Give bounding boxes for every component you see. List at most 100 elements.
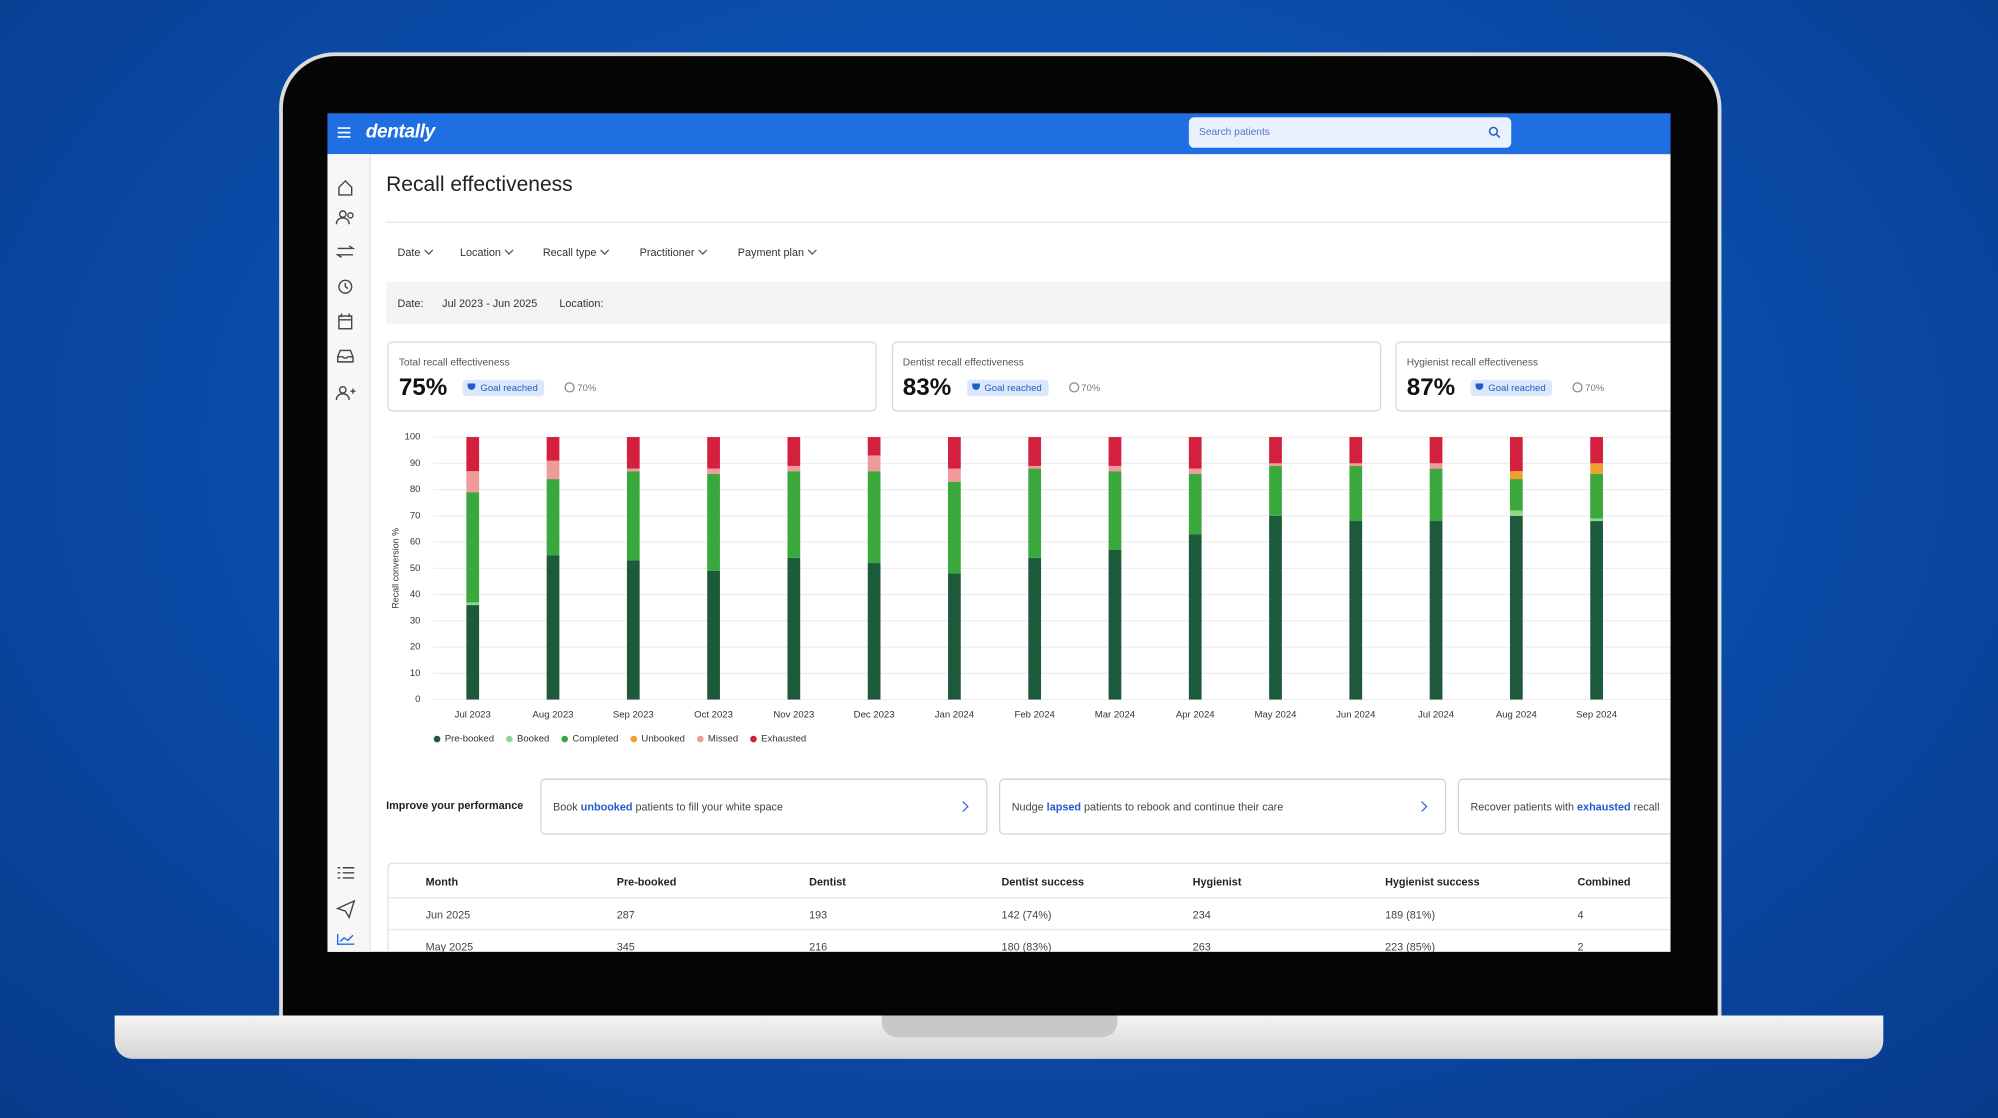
nav-home[interactable] xyxy=(338,179,353,196)
suggestion-card[interactable]: Nudge lapsed patients to rebook and cont… xyxy=(998,778,1447,835)
sidebar xyxy=(327,154,371,952)
kpi-title: Hygienist recall effectiveness xyxy=(1406,356,1539,369)
laptop-notch xyxy=(881,1015,1118,1038)
table-cell: 345 xyxy=(616,940,635,952)
table-cell: 180 (83%) xyxy=(1001,940,1052,952)
nav-reports[interactable] xyxy=(336,934,355,945)
goal-badge: Goal reached xyxy=(462,379,545,397)
y-tick-label: 20 xyxy=(410,642,421,653)
summary-value: Jul 2023 - Jun 2025 xyxy=(442,296,538,310)
table-cell: 263 xyxy=(1192,940,1211,952)
nav-patients[interactable] xyxy=(335,210,354,225)
nav-tasks[interactable] xyxy=(337,867,355,879)
bar-segment xyxy=(1188,534,1202,700)
suggestion-text: Book unbooked patients to fill your whit… xyxy=(553,800,783,813)
row-divider xyxy=(388,897,1671,899)
filter-dropdown[interactable]: Recall type xyxy=(543,246,608,259)
column-header: Month xyxy=(425,875,459,889)
suggestion-card[interactable]: Recover patients with exhausted recall xyxy=(1457,778,1671,835)
x-tick-label: Jun 2024 xyxy=(1336,709,1376,720)
nav-inbox[interactable] xyxy=(336,349,354,363)
bar-segment xyxy=(466,602,480,606)
table-cell: 142 (74%) xyxy=(1001,908,1052,922)
x-tick-label: Jul 2023 xyxy=(455,709,491,720)
legend-label: Missed xyxy=(708,734,738,745)
bar-segment xyxy=(867,471,881,564)
bar-segment xyxy=(1269,437,1282,464)
filter-dropdown[interactable]: Location xyxy=(460,246,512,259)
filter-dropdown[interactable]: Date xyxy=(398,246,432,259)
table-cell: 223 (85%) xyxy=(1385,940,1436,952)
goal-target: 70% xyxy=(1572,382,1604,394)
suggestion-highlight: lapsed xyxy=(1046,800,1082,813)
bar-segment xyxy=(546,460,560,480)
nav-transfers[interactable] xyxy=(335,245,356,258)
kpi-card[interactable]: Total recall effectiveness 75% Goal reache… xyxy=(387,341,877,412)
y-tick-label: 30 xyxy=(410,615,421,626)
bar-segment xyxy=(1028,557,1042,700)
bar-segment xyxy=(867,563,881,700)
suggestion-part: Book xyxy=(553,800,581,813)
table-cell: 216 xyxy=(809,940,828,952)
x-tick-label: Jan 2024 xyxy=(935,709,975,720)
y-tick-label: 0 xyxy=(415,694,420,705)
logo[interactable]: dentally xyxy=(365,121,436,143)
bar-segment xyxy=(466,437,480,472)
nav-calendar[interactable] xyxy=(338,313,353,330)
bar-segment xyxy=(626,471,640,561)
bar-segment xyxy=(1509,510,1523,516)
bar-segment xyxy=(948,468,961,482)
column-header: Dentist success xyxy=(1001,875,1085,889)
bar-segment xyxy=(707,473,720,571)
bar-segment xyxy=(1349,521,1363,700)
suggestion-card[interactable]: Book unbooked patients to fill your whit… xyxy=(540,778,988,835)
improve-label: Improve your performance xyxy=(386,798,524,812)
x-tick-label: Feb 2024 xyxy=(1015,709,1056,720)
bar-segment xyxy=(1590,437,1603,464)
bar-segment xyxy=(1429,463,1443,469)
bar-segment xyxy=(787,437,801,466)
summary-label: Location: xyxy=(559,296,604,310)
bar-segment xyxy=(546,437,560,461)
bar-segment xyxy=(948,573,961,700)
table-cell: Jun 2025 xyxy=(425,908,471,922)
suggestion-part: Nudge xyxy=(1011,800,1047,813)
legend-swatch xyxy=(433,735,441,743)
nav-add-patient[interactable] xyxy=(335,386,356,401)
kpi-title: Dentist recall effectiveness xyxy=(902,356,1024,369)
column-header: Pre-booked xyxy=(616,875,677,889)
suggestion-highlight: unbooked xyxy=(580,800,633,813)
data-table: Month Pre-booked Dentist Dentist success Hyg… xyxy=(387,862,1671,952)
bar-segment xyxy=(1028,437,1042,466)
kpi-card[interactable]: Hygienist recall effectiveness 87% Goal re… xyxy=(1395,341,1671,412)
suggestion-text: Nudge lapsed patients to rebook and cont… xyxy=(1012,800,1284,813)
search-box[interactable]: Search patients xyxy=(1188,117,1512,148)
nav-history[interactable] xyxy=(338,279,353,294)
legend-label: Completed xyxy=(572,734,618,745)
filter-dropdown[interactable]: Practitioner xyxy=(640,246,706,259)
bar-segment xyxy=(867,455,881,472)
x-tick-label: May 2024 xyxy=(1255,709,1298,720)
x-tick-label: Sep 2024 xyxy=(1576,709,1618,720)
bar-segment xyxy=(626,468,640,472)
goal-badge: Goal reached xyxy=(966,379,1049,397)
x-tick-label: Nov 2023 xyxy=(773,709,814,720)
bar-segment xyxy=(1590,521,1603,700)
menu-icon[interactable] xyxy=(336,126,351,139)
bar-segment xyxy=(948,481,961,574)
kpi-value: 75% xyxy=(398,374,448,402)
bar-segment xyxy=(546,555,560,700)
filter-dropdown[interactable]: Payment plan xyxy=(738,246,816,259)
filter-summary xyxy=(386,281,1671,324)
bar-segment xyxy=(1269,465,1282,516)
bar-segment xyxy=(707,437,720,469)
bar-segment xyxy=(1509,515,1523,700)
bar-segment xyxy=(1429,437,1443,464)
summary-label: Date: xyxy=(397,296,424,310)
nav-campaigns[interactable] xyxy=(335,899,356,920)
kpi-card[interactable]: Dentist recall effectiveness 83% Goal reac… xyxy=(891,341,1381,412)
column-header: Hygienist success xyxy=(1385,875,1480,889)
column-header: Dentist xyxy=(809,875,846,889)
